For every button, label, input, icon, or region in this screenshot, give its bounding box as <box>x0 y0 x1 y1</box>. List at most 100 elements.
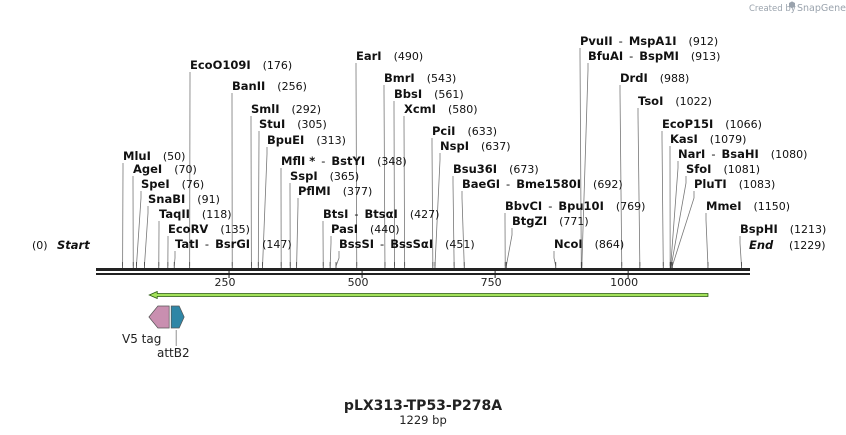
enzyme-name-2: BstYI <box>331 154 365 168</box>
enzyme-label-nari[interactable]: NarI - BsaHI (1080) <box>678 147 807 161</box>
enzyme-name: PvuII <box>580 34 613 48</box>
enzyme-position: (50) <box>163 150 186 163</box>
enzyme-position: (864) <box>595 238 625 251</box>
enzyme-name: BbvCI <box>505 199 542 213</box>
v5-tag-feature[interactable] <box>148 305 170 329</box>
enzyme-label-nspi[interactable]: NspI (637) <box>440 139 511 153</box>
enzyme-label-mmei[interactable]: MmeI (1150) <box>706 199 790 213</box>
enzyme-label-bbsi[interactable]: BbsI (561) <box>394 87 464 101</box>
enzyme-position: (913) <box>691 50 721 63</box>
orf-arrow[interactable] <box>148 290 709 300</box>
leader-mmei <box>705 213 709 267</box>
enzyme-name-2: Bpu10I <box>558 199 603 213</box>
enzyme-label-stui[interactable]: StuI (305) <box>259 117 327 131</box>
enzyme-label-pasi[interactable]: PasI (440) <box>331 222 400 236</box>
enzyme-label-spei[interactable]: SpeI (76) <box>141 177 204 191</box>
enzyme-label-pcii[interactable]: PciI (633) <box>432 124 497 138</box>
enzyme-label-eari[interactable]: EarI (490) <box>356 49 423 63</box>
enzyme-label-snabi[interactable]: SnaBI (91) <box>148 192 220 206</box>
enzyme-label-taqii[interactable]: TaqII (118) <box>159 207 232 221</box>
enzyme-name: KasI <box>670 132 698 146</box>
enzyme-label-bsssi[interactable]: BssSI - BssSαI (451) <box>339 237 475 251</box>
enzyme-separator: - <box>711 147 715 161</box>
enzyme-label-pluti[interactable]: PluTI (1083) <box>694 177 775 191</box>
enzyme-label-bsu36i[interactable]: Bsu36I (673) <box>453 162 539 176</box>
leader-bbsi <box>393 101 395 267</box>
enzyme-label-mfli[interactable]: MflI * - BstYI (348) <box>281 154 407 168</box>
enzyme-label-xcmi[interactable]: XcmI (580) <box>404 102 478 116</box>
enzyme-separator: - <box>205 237 209 251</box>
enzyme-label-tati[interactable]: TatI - BsrGI (147) <box>175 237 292 251</box>
enzyme-position: (377) <box>343 185 373 198</box>
enzyme-position: (490) <box>394 50 424 63</box>
enzyme-label-ncoi[interactable]: NcoI (864) <box>554 237 624 251</box>
backbone-top-strand <box>96 268 750 271</box>
enzyme-name: SfoI <box>686 162 711 176</box>
enzyme-label-ecop15i[interactable]: EcoP15I (1066) <box>662 117 762 131</box>
enzyme-label-smli[interactable]: SmlI (292) <box>251 102 321 116</box>
enzyme-label-agei[interactable]: AgeI (70) <box>133 162 197 176</box>
enzyme-label-bpuei[interactable]: BpuEI (313) <box>267 133 346 147</box>
leader-bfuai <box>581 63 589 267</box>
enzyme-label-btgzi[interactable]: BtgZI (771) <box>512 214 589 228</box>
enzyme-label-mlui[interactable]: MluI (50) <box>123 149 185 163</box>
enzyme-label-sspi[interactable]: SspI (365) <box>290 169 359 183</box>
enzyme-label-ecorv[interactable]: EcoRV (135) <box>168 222 250 236</box>
leader-nari <box>670 161 679 267</box>
enzyme-position: (771) <box>559 215 589 228</box>
enzyme-label-bfuai[interactable]: BfuAI - BspMI (913) <box>588 49 720 63</box>
enzyme-label-baegi[interactable]: BaeGI - Bme1580I (692) <box>462 177 623 191</box>
enzyme-name: BbsI <box>394 87 422 101</box>
enzyme-name: NarI <box>678 147 705 161</box>
enzyme-name: BtgZI <box>512 214 547 228</box>
enzyme-label-sfoi[interactable]: SfoI (1081) <box>686 162 760 176</box>
enzyme-name: SspI <box>290 169 318 183</box>
enzyme-name-2: Bme1580I <box>516 177 581 191</box>
enzyme-position: (147) <box>262 238 292 251</box>
enzyme-name: Bsu36I <box>453 162 497 176</box>
ruler-label-500: 500 <box>348 276 369 289</box>
enzyme-name: AgeI <box>133 162 162 176</box>
enzyme-label-btsi[interactable]: BtsI - BtsαI (427) <box>323 207 439 221</box>
enzyme-label-bbvci[interactable]: BbvCI - Bpu10I (769) <box>505 199 645 213</box>
enzyme-label-banii[interactable]: BanII (256) <box>232 79 307 93</box>
enzyme-name-2: BtsαI <box>365 207 398 221</box>
enzyme-label-pflmi[interactable]: PflMI (377) <box>298 184 372 198</box>
enzyme-position: (256) <box>277 80 307 93</box>
plasmid-size: 1229 bp <box>399 413 447 427</box>
leader-pcii <box>431 138 434 267</box>
enzyme-name: XcmI <box>404 102 436 116</box>
enzyme-label-bsphi[interactable]: BspHI (1213) <box>740 222 826 236</box>
leader-tsoi <box>637 108 641 267</box>
enzyme-label-drdi[interactable]: DrdI (988) <box>620 71 689 85</box>
enzyme-label-ecoo109i[interactable]: EcoO109I (176) <box>190 58 292 72</box>
enzyme-position: (176) <box>263 59 293 72</box>
leader-stui <box>257 131 260 267</box>
ruler: 250 500 750 1000 <box>215 270 638 289</box>
enzyme-name: MluI <box>123 149 151 163</box>
enzyme-separator: - <box>380 237 384 251</box>
enzyme-label-pvuii[interactable]: PvuII - MspA1I (912) <box>580 34 718 48</box>
enzyme-label-bmri[interactable]: BmrI (543) <box>384 71 456 85</box>
enzyme-name: PflMI <box>298 184 331 198</box>
enzyme-name: TaqII <box>159 207 190 221</box>
enzyme-label-tsoi[interactable]: TsoI (1022) <box>638 94 712 108</box>
enzyme-name: BssSI <box>339 237 374 251</box>
enzyme-name: MmeI <box>706 199 742 213</box>
enzyme-position: (912) <box>689 35 719 48</box>
leader-btgzi <box>505 228 513 267</box>
enzyme-name: SmlI <box>251 102 280 116</box>
enzyme-label-kasi[interactable]: KasI (1079) <box>670 132 746 146</box>
enzyme-name: BspHI <box>740 222 778 236</box>
enzyme-position: (633) <box>467 125 497 138</box>
attb2-feature[interactable] <box>170 305 185 329</box>
start-label: Start <box>57 238 90 252</box>
enzyme-position: (135) <box>220 223 250 236</box>
enzyme-position: (313) <box>316 134 346 147</box>
enzyme-position: (988) <box>660 72 690 85</box>
leader-xcmi <box>403 116 406 267</box>
enzyme-labels: MluI (50)AgeI (70) SpeI (76)SnaBI (91) TaqII (1… <box>123 34 826 251</box>
enzyme-name: BpuEI <box>267 133 304 147</box>
sequence-end: End (1229) <box>749 238 826 252</box>
enzyme-name: NspI <box>440 139 469 153</box>
